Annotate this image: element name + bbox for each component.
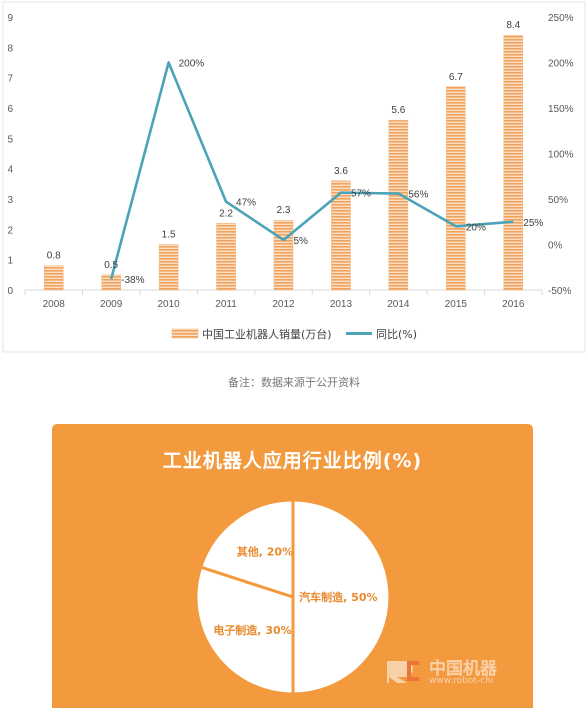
- industry-pie-chart: 汽车制造, 50% 电子制造, 30% 其他, 20%: [194, 498, 392, 696]
- line-data-label: 57%: [351, 189, 371, 200]
- pie-slice-label: 电子制造, 30%: [213, 623, 291, 637]
- pie-slice: [291, 498, 392, 696]
- y-right-tick-label: 150%: [548, 104, 574, 115]
- bar: [216, 223, 236, 291]
- x-tick-label: 2016: [502, 299, 525, 310]
- line-data-label: 20%: [466, 222, 486, 233]
- bar: [273, 219, 294, 291]
- bar-data-label: 8.4: [506, 20, 520, 31]
- y-left-tick-label: 5: [7, 134, 13, 145]
- y-right-tick-label: 250%: [548, 13, 574, 24]
- line-data-label: 56%: [408, 190, 428, 201]
- bar: [158, 244, 179, 291]
- pie-panel: 工业机器人应用行业比例(%) 汽车制造, 50% 电子制造, 30% 其他, 20%…: [52, 424, 533, 708]
- watermark-url: www.robot-chi: [429, 676, 494, 686]
- y-left-tick-label: 8: [7, 43, 13, 54]
- chart-legend: 中国工业机器人销量(万台) 同比(%): [171, 327, 417, 341]
- x-tick-label: 2011: [215, 299, 237, 310]
- y-right-tick-label: 0%: [548, 241, 563, 252]
- pie-slice: [198, 498, 295, 600]
- legend-bar-swatch: [171, 328, 199, 339]
- x-tick-label: 2014: [387, 299, 410, 310]
- pie-slice-label: 其他, 20%: [237, 544, 293, 558]
- robot-logo-icon: [387, 661, 419, 683]
- pie-slice: [194, 565, 295, 696]
- y-left-tick-label: 4: [7, 165, 13, 176]
- pie-slice-label: 汽车制造, 50%: [299, 590, 377, 604]
- legend-line-label: 同比(%): [376, 328, 417, 341]
- x-tick-label: 2013: [330, 299, 353, 310]
- y-left-tick-label: 3: [7, 195, 13, 206]
- bar-data-label: 5.6: [391, 105, 405, 116]
- bar: [503, 34, 524, 291]
- sales-combo-chart: 0 1 2 3 4 5 6 7 8 9 -50% 0% 50% 100% 150% 200% 250% 2008 2…: [2, 1, 586, 353]
- watermark-text: 中国机器: [429, 659, 497, 679]
- line-data-label: 5%: [294, 236, 309, 247]
- bar-data-label: 6.7: [449, 72, 463, 83]
- bar-data-label: 2.2: [219, 208, 233, 219]
- bar-data-label: 3.6: [334, 166, 348, 177]
- bar: [331, 180, 351, 291]
- bar-data-label: 0.5: [104, 260, 118, 271]
- x-tick-label: 2009: [100, 299, 123, 310]
- y-left-tick-label: 0: [7, 286, 13, 297]
- y-right-tick-label: 100%: [548, 150, 574, 161]
- y-right-tick-label: 200%: [548, 59, 574, 70]
- legend-bar-label: 中国工业机器人销量(万台): [202, 327, 332, 341]
- source-note: 备注：数据来源于公开资料: [228, 376, 360, 389]
- bar: [43, 265, 64, 291]
- watermark: 中国机器 www.robot-chi: [383, 654, 533, 694]
- growth-line: [109, 61, 514, 280]
- y-right-tick-label: 50%: [548, 195, 568, 206]
- line-data-label: 47%: [236, 198, 256, 209]
- bar-data-label: 0.8: [47, 251, 61, 262]
- y-left-tick-label: 2: [7, 225, 13, 236]
- y-left-tick-label: 7: [7, 74, 13, 85]
- x-tick-label: 2012: [272, 299, 295, 310]
- bar: [446, 86, 466, 291]
- x-tick-label: 2010: [157, 299, 180, 310]
- y-left-tick-label: 6: [7, 104, 13, 115]
- x-tick-label: 2015: [445, 299, 468, 310]
- chart-border: [2, 1, 586, 353]
- line-data-label: -38%: [121, 275, 144, 286]
- bar: [388, 119, 409, 291]
- pie-title: 工业机器人应用行业比例(%): [162, 450, 423, 472]
- y-left-tick-label: 9: [7, 13, 13, 24]
- x-tick-label: 2008: [43, 299, 66, 310]
- y-right-tick-label: -50%: [548, 286, 571, 297]
- line-data-label: 25%: [523, 218, 543, 229]
- line-data-label: 200%: [179, 59, 205, 70]
- bar-data-label: 1.5: [162, 230, 176, 241]
- y-left-tick-label: 1: [7, 256, 13, 267]
- bar-data-label: 2.3: [277, 205, 291, 216]
